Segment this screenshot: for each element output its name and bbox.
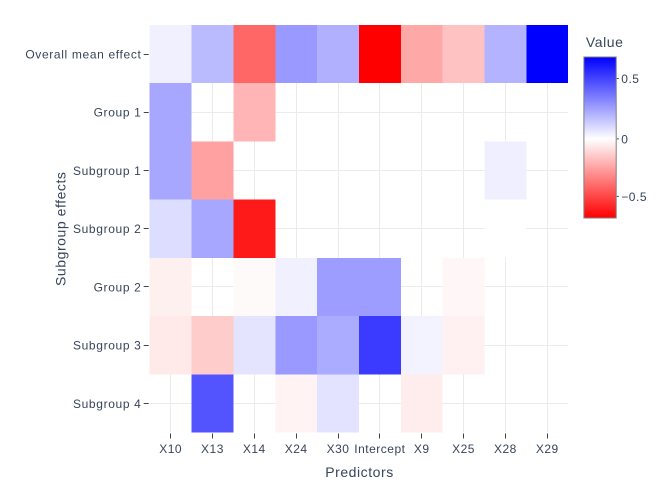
- svg-text:X25: X25: [452, 442, 475, 456]
- svg-text:X30: X30: [327, 442, 350, 456]
- svg-text:Subgroup 2: Subgroup 2: [73, 222, 142, 236]
- svg-text:0.5: 0.5: [621, 72, 639, 86]
- svg-text:Predictors: Predictors: [325, 464, 394, 480]
- svg-text:X14: X14: [243, 442, 266, 456]
- svg-text:X24: X24: [285, 442, 308, 456]
- svg-text:Subgroup 4: Subgroup 4: [73, 397, 142, 411]
- svg-text:Subgroup 3: Subgroup 3: [73, 339, 142, 353]
- svg-text:0: 0: [621, 132, 628, 146]
- svg-text:Intercept: Intercept: [354, 442, 405, 456]
- svg-text:X13: X13: [201, 442, 224, 456]
- svg-text:X29: X29: [536, 442, 559, 456]
- svg-text:X10: X10: [159, 442, 182, 456]
- svg-text:Subgroup 1: Subgroup 1: [73, 164, 142, 178]
- svg-text:X9: X9: [414, 442, 430, 456]
- svg-text:−0.5: −0.5: [621, 190, 647, 204]
- svg-text:Group 1: Group 1: [94, 106, 142, 120]
- svg-text:Group 2: Group 2: [94, 280, 142, 294]
- svg-text:Value: Value: [586, 34, 624, 50]
- svg-text:X28: X28: [494, 442, 517, 456]
- svg-text:Overall mean effect: Overall mean effect: [25, 48, 141, 62]
- svg-text:Subgroup effects: Subgroup effects: [53, 172, 69, 286]
